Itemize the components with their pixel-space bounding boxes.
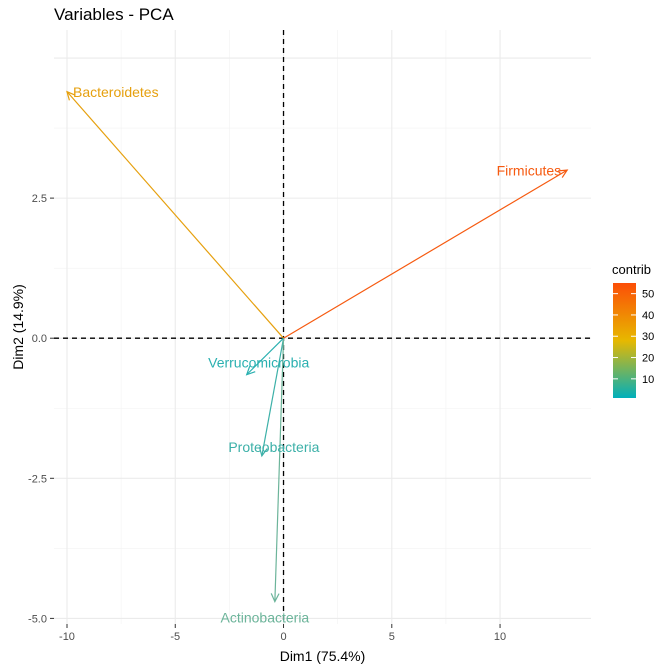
- arrow-firmicutes: [283, 169, 568, 339]
- legend-tick-label: 50: [642, 289, 654, 301]
- x-tick-label: 10: [494, 631, 506, 643]
- legend-title: contrib: [612, 262, 651, 277]
- label-firmicutes: Firmicutes: [497, 163, 562, 179]
- label-bacteroidetes: Bacteroidetes: [73, 84, 159, 100]
- legend-tick-label: 10: [642, 374, 654, 386]
- grid: [54, 30, 591, 624]
- arrowhead-bacteroidetes: [66, 90, 76, 101]
- label-proteobacteria: Proteobacteria: [228, 439, 319, 455]
- legend-colorbar: [613, 283, 636, 398]
- legend-tick-label: 20: [642, 353, 654, 365]
- y-tick-label: -5.0: [28, 613, 47, 625]
- chart-title: Variables - PCA: [54, 5, 174, 24]
- x-tick-label: -5: [170, 631, 180, 643]
- y-tick-label: -2.5: [28, 473, 47, 485]
- x-tick-label: 0: [280, 631, 286, 643]
- x-tick-label: -10: [59, 631, 75, 643]
- arrowhead-proteobacteria: [258, 447, 268, 458]
- contrib-legend: contrib 10 20 30 40 50: [612, 262, 654, 398]
- x-tick-label: 5: [389, 631, 395, 643]
- legend-tick-label: 40: [642, 310, 654, 322]
- y-axis-title: Dim2 (14.9%): [10, 284, 26, 370]
- arrow-verrucomicrobia: [246, 337, 284, 376]
- y-tick-label: 2.5: [32, 193, 47, 205]
- arrowhead-verrucomicrobia: [245, 365, 256, 376]
- arrowhead-firmicutes: [558, 169, 569, 178]
- arrowhead-actinobacteria: [270, 593, 280, 603]
- label-actinobacteria: Actinobacteria: [221, 610, 310, 626]
- arrow-bacteroidetes: [66, 91, 284, 339]
- arrow-actinobacteria: [274, 338, 285, 602]
- x-axis-title: Dim1 (75.4%): [280, 648, 366, 664]
- label-verrucomicrobia: Verrucomicrobia: [208, 355, 309, 371]
- variable-arrows: Bacteroidetes Firmicutes Verrucomicrobia Pr…: [66, 84, 569, 626]
- legend-tick-label: 30: [642, 331, 654, 343]
- axes: -10 -5 0 5 10 -5.0 -2.5 0.0 2.5: [28, 30, 591, 643]
- arrow-proteobacteria: [261, 338, 285, 456]
- y-tick-label: 0.0: [32, 333, 47, 345]
